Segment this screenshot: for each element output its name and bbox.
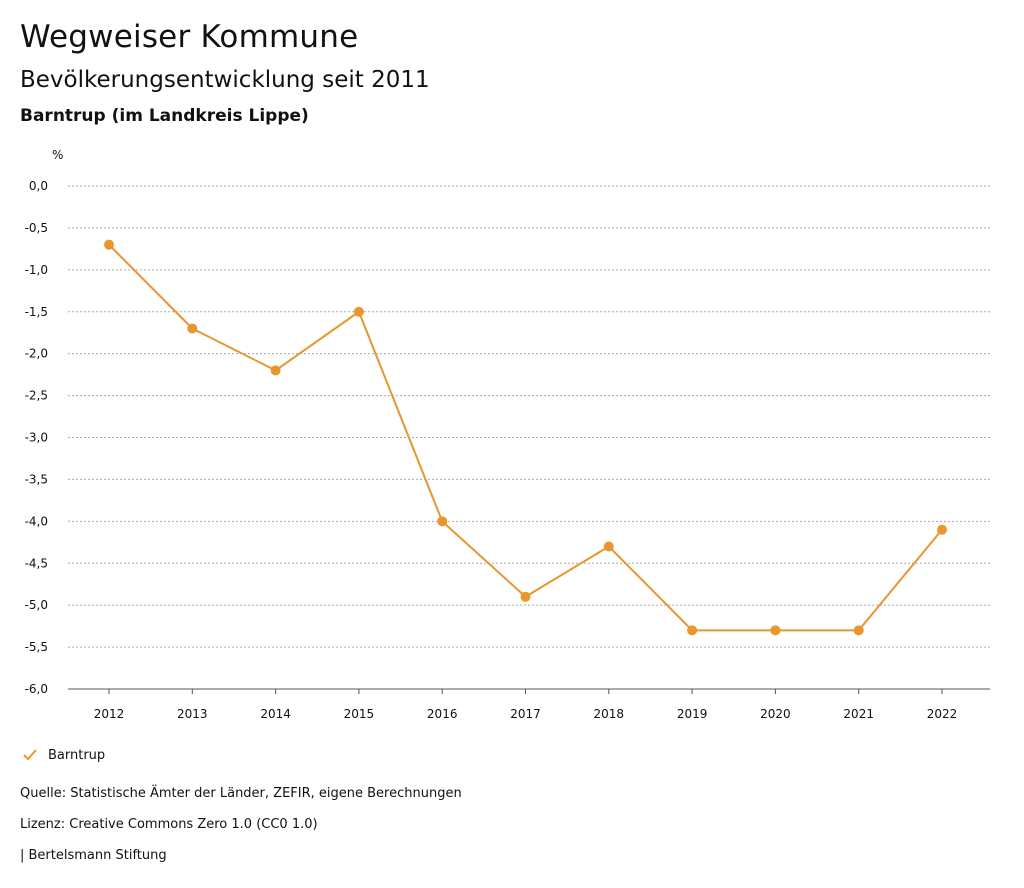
y-tick-label: -1,5 (25, 305, 48, 319)
data-point[interactable] (770, 625, 781, 636)
x-tick-label: 2019 (677, 707, 708, 721)
series-barntrup (104, 239, 947, 636)
y-axis-unit: % (52, 148, 63, 162)
x-tick-label: 2015 (344, 707, 375, 721)
data-point[interactable] (353, 306, 364, 317)
x-tick-label: 2016 (427, 707, 458, 721)
y-tick-label: -2,5 (25, 389, 48, 403)
x-tick-label: 2017 (510, 707, 541, 721)
y-tick-label: -4,0 (25, 514, 48, 528)
y-tick-label: -3,0 (25, 431, 48, 445)
x-tick-label: 2014 (260, 707, 291, 721)
y-tick-label: -1,0 (25, 263, 48, 277)
data-point[interactable] (187, 323, 198, 334)
data-point[interactable] (520, 591, 531, 602)
x-tick-label: 2022 (927, 707, 958, 721)
organization-note: | Bertelsmann Stiftung (20, 848, 167, 863)
data-point[interactable] (937, 524, 947, 535)
x-tick-label: 2012 (94, 707, 125, 721)
legend-item-barntrup: Barntrup (48, 747, 106, 763)
y-tick-label: -6,0 (25, 682, 48, 696)
x-axis-ticks: 2012 2013 2014 2015 2016 2017 2018 2019 2020 2021… (94, 689, 958, 721)
data-point[interactable] (687, 625, 698, 636)
y-tick-label: -4,5 (25, 556, 48, 570)
y-axis-ticks: 0,0 -0,5 -1,0 -1,5 -2,0 -2,5 -3,0 -3,5 -4,0 -4,5 -… (25, 179, 48, 696)
y-tick-label: -5,5 (25, 640, 48, 654)
x-tick-label: 2013 (177, 707, 208, 721)
y-tick-label: -0,5 (25, 221, 48, 235)
data-point[interactable] (603, 541, 614, 552)
x-tick-label: 2020 (760, 707, 791, 721)
y-tick-label: -5,0 (25, 598, 48, 612)
y-tick-label: 0,0 (29, 179, 48, 193)
chart-subtitle: Bevölkerungsentwicklung seit 2011 (20, 67, 430, 93)
check-icon (23, 749, 37, 761)
x-tick-label: 2018 (594, 707, 625, 721)
grid-lines (68, 185, 990, 690)
license-note: Lizenz: Creative Commons Zero 1.0 (CC0 1… (20, 817, 318, 832)
data-point[interactable] (437, 516, 448, 527)
x-tick-label: 2021 (843, 707, 874, 721)
line-chart: 0,0 -0,5 -1,0 -1,5 -2,0 -2,5 -3,0 -3,5 -4,0 -4,5 -… (25, 148, 990, 721)
region-label: Barntrup (im Landkreis Lippe) (20, 106, 309, 126)
y-tick-label: -3,5 (25, 472, 48, 486)
page-title: Wegweiser Kommune (20, 19, 359, 55)
data-point[interactable] (104, 239, 114, 250)
legend[interactable]: Barntrup (22, 744, 105, 766)
y-tick-label: -2,0 (25, 347, 48, 361)
source-note: Quelle: Statistische Ämter der Länder, Z… (20, 786, 462, 801)
data-point[interactable] (270, 365, 281, 376)
data-point[interactable] (853, 625, 864, 636)
